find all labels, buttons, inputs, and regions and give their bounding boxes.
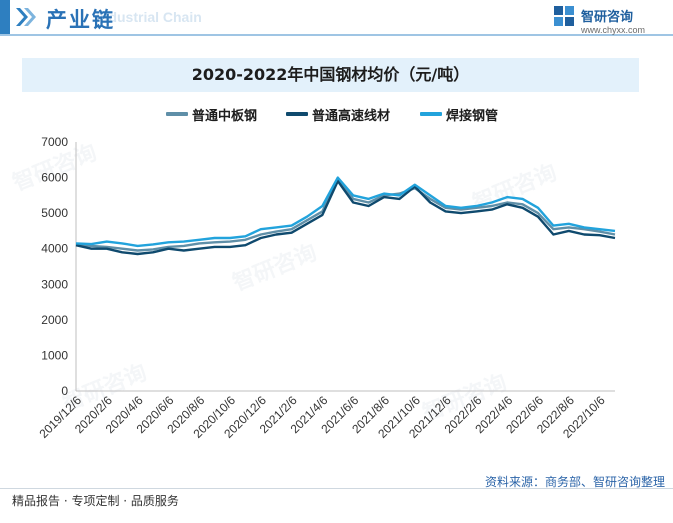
y-tick-label: 0 [61, 384, 68, 398]
series-line [75, 176, 616, 248]
series-lines [75, 176, 616, 256]
footer-divider [0, 488, 673, 489]
y-tick-label: 5000 [41, 206, 68, 220]
header: Industrial Chain 产业链 智研咨询 www.chyxx.com [0, 0, 673, 40]
y-tick-label: 7000 [41, 135, 68, 149]
legend-swatch [420, 112, 442, 116]
header-title-en: Industrial Chain [96, 9, 202, 25]
line-chart: 0 1000 2000 3000 4000 5000 6000 7000 2019/12/62… [36, 135, 616, 441]
chart-title-box: 2020-2022年中国钢材均价（元/吨） [22, 58, 639, 92]
brand-logo-icon [554, 6, 574, 26]
y-axis: 0 1000 2000 3000 4000 5000 6000 7000 [41, 135, 77, 398]
y-tick-label: 2000 [41, 313, 68, 327]
y-tick-label: 1000 [41, 348, 68, 362]
footer-slogan: 精品报告 · 专项定制 · 品质服务 [12, 494, 179, 508]
chart-title: 2020-2022年中国钢材均价（元/吨） [191, 65, 470, 84]
legend-swatch [286, 112, 308, 116]
series-line [75, 178, 616, 252]
double-arrow-icon [16, 8, 36, 26]
legend-label: 普通高速线材 [312, 108, 391, 124]
x-axis: 2019/12/62020/2/62020/4/62020/6/62020/8/… [36, 390, 615, 441]
brand-name: 智研咨询 [581, 10, 634, 25]
header-title: 产业链 [46, 8, 115, 32]
legend-item: 普通高速线材 [286, 104, 390, 124]
legend-label: 普通中板钢 [192, 108, 258, 124]
legend-item: 普通中板钢 [166, 104, 257, 124]
series-line [75, 179, 616, 256]
chart-legend: 普通中板钢 普通高速线材 焊接钢管 [0, 104, 673, 124]
y-tick-label: 6000 [41, 171, 68, 185]
brand-url: www.chyxx.com [581, 25, 646, 35]
y-tick-label: 4000 [41, 242, 68, 256]
legend-item: 焊接钢管 [420, 104, 498, 124]
header-divider [0, 34, 673, 36]
legend-swatch [166, 112, 188, 116]
brand: 智研咨询 www.chyxx.com [553, 3, 663, 39]
source-note: 资料来源：商务部、智研咨询整理 [484, 475, 665, 489]
header-accent-bar [0, 0, 10, 34]
legend-label: 焊接钢管 [446, 108, 499, 124]
y-tick-label: 3000 [41, 277, 68, 291]
x-tick-label: 2019/12/6 [36, 393, 84, 441]
